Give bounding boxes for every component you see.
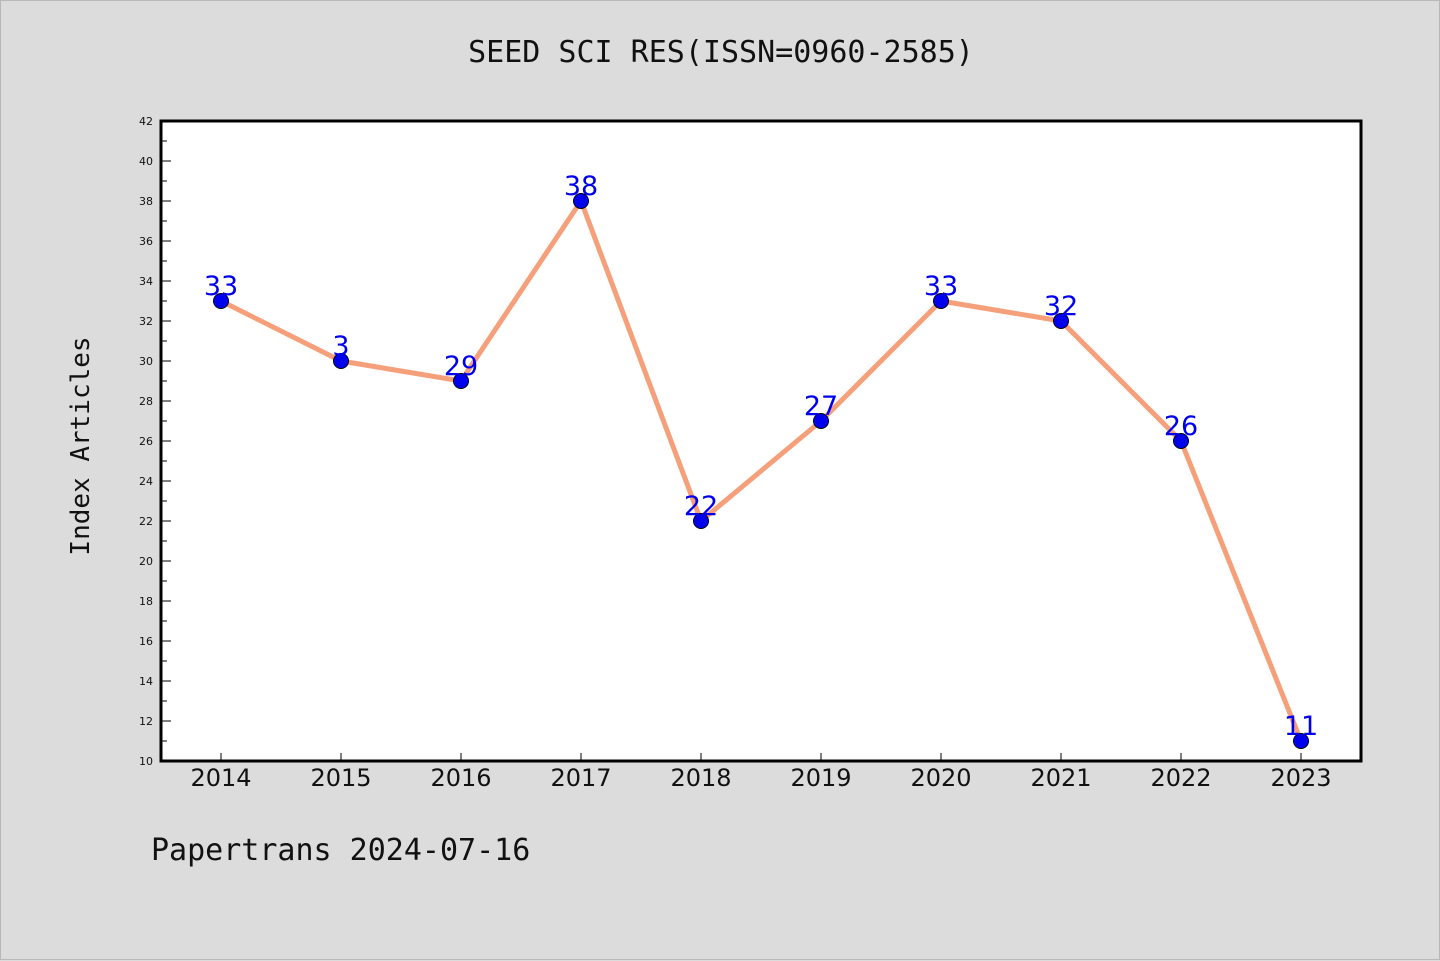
y-tick-label: 12 [139,715,153,728]
data-point [933,293,949,309]
y-tick-label: 28 [139,395,153,408]
x-tick-label: 2017 [550,764,611,792]
y-tick-label: 36 [139,235,153,248]
data-label: 22 [684,491,718,522]
data-label: 11 [1284,711,1318,742]
y-tick-label: 18 [139,595,153,608]
data-point [1173,433,1189,449]
y-tick-label: 26 [139,435,153,448]
data-point [813,413,829,429]
data-point [693,513,709,529]
data-label: 33 [924,271,958,302]
y-tick-label: 10 [139,755,153,768]
data-point [453,373,469,389]
x-tick-label: 2014 [190,764,251,792]
data-label: 27 [804,391,838,422]
y-tick-label: 16 [139,635,153,648]
data-point [573,193,589,209]
data-label: 38 [564,171,598,202]
footer-note: Papertrans 2024-07-16 [151,833,531,868]
y-tick-label: 32 [139,315,153,328]
y-tick-label: 40 [139,155,153,168]
data-label: 33 [204,271,238,302]
x-tick-label: 2020 [910,764,971,792]
y-tick-label: 20 [139,555,153,568]
data-label: 3 [332,331,349,362]
data-point [213,293,229,309]
y-tick-label: 14 [139,675,153,688]
series-line [218,198,1304,744]
x-tick-label: 2023 [1270,764,1331,792]
data-label: 32 [1044,291,1078,322]
y-tick-label: 24 [139,475,153,488]
y-tick-label: 42 [139,115,153,128]
x-tick-label: 2016 [430,764,491,792]
data-point [1293,733,1309,749]
x-tick-label: 2015 [310,764,371,792]
data-point [1053,313,1069,329]
data-label: 26 [1164,411,1198,442]
y-tick-label: 22 [139,515,153,528]
y-tick-label: 38 [139,195,153,208]
x-tick-label: 2019 [790,764,851,792]
plot-area [159,119,1363,763]
y-tick-label: 34 [139,275,153,288]
chart-title: SEED SCI RES(ISSN=0960-2585) [468,35,974,70]
x-tick-label: 2018 [670,764,731,792]
data-point [333,353,349,369]
x-tick-label: 2022 [1150,764,1211,792]
x-tick-label: 2021 [1030,764,1091,792]
data-label: 29 [444,351,478,382]
y-tick-label: 30 [139,355,153,368]
